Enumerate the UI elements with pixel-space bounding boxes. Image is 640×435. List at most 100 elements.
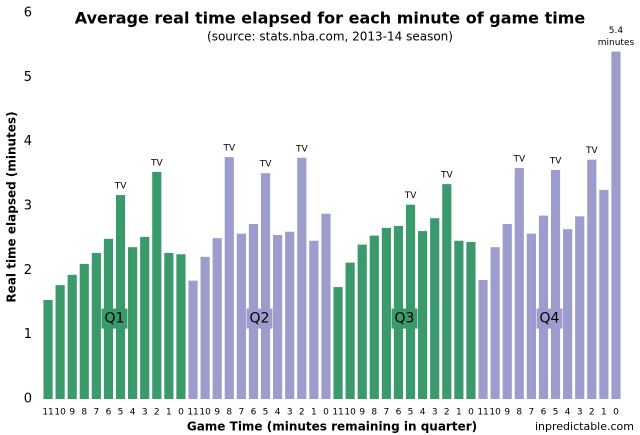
quarter-label: Q3: [395, 311, 415, 327]
x-tick-label: 8: [371, 408, 377, 418]
bar: [309, 240, 319, 399]
annotation: TV: [150, 158, 163, 168]
x-tick-label: 3: [577, 408, 583, 418]
annotation: TV: [259, 160, 272, 170]
bar: [200, 256, 210, 399]
x-tick-label: 6: [396, 408, 402, 418]
annotation: TV: [512, 155, 525, 165]
bar: [79, 263, 89, 399]
bar: [152, 171, 162, 399]
x-tick-label: 4: [130, 408, 136, 418]
bar: [128, 247, 138, 399]
x-tick-label: 8: [516, 408, 522, 418]
x-tick-label: 1: [166, 408, 172, 418]
bar: [140, 236, 150, 399]
quarter-label-box: [246, 308, 273, 329]
chart-subtitle: (source: stats.nba.com, 2013-14 season): [207, 30, 453, 44]
quarter-label-box: [391, 308, 418, 329]
bar: [454, 240, 464, 399]
bar: [369, 235, 379, 399]
y-tick-label: 3: [24, 199, 32, 214]
bar: [224, 157, 234, 399]
y-tick-label: 5: [24, 70, 32, 85]
quarter-label: Q4: [540, 311, 560, 327]
x-tick-label: 0: [178, 408, 184, 418]
bar: [212, 238, 222, 399]
x-tick-label: 5: [118, 408, 124, 418]
x-tick-label: 7: [384, 408, 390, 418]
bar: [381, 227, 391, 399]
x-tick-label: 2: [299, 408, 305, 418]
bar: [466, 242, 476, 399]
x-tick-label: 5: [408, 408, 414, 418]
x-tick-label: 0: [613, 408, 619, 418]
source-note: inpredictable.com: [535, 420, 634, 433]
bar: [43, 299, 53, 399]
annotation: TV: [585, 146, 598, 156]
x-tick-label: 1: [601, 408, 607, 418]
bar: [357, 244, 367, 399]
x-tick-label: 6: [541, 408, 547, 418]
y-tick-label: 0: [24, 392, 32, 407]
bar: [176, 254, 186, 399]
x-tick-label: 4: [565, 408, 571, 418]
x-tick-label: 8: [226, 408, 232, 418]
x-tick-label: 4: [420, 408, 426, 418]
bar: [55, 285, 65, 399]
x-tick-label: 10: [489, 408, 501, 418]
bar: [490, 247, 500, 399]
x-tick-label: 5: [553, 408, 559, 418]
bar: [442, 184, 452, 399]
x-tick-label: 2: [154, 408, 160, 418]
chart-title: Average real time elapsed for each minut…: [75, 9, 586, 28]
x-tick-label: 3: [142, 408, 148, 418]
x-tick-label: 1: [456, 408, 462, 418]
bar: [575, 216, 585, 399]
x-tick-label: 1: [311, 408, 317, 418]
bar: [405, 204, 416, 399]
y-tick-label: 6: [24, 6, 32, 21]
y-tick-label: 4: [24, 134, 32, 149]
x-tick-label: 9: [359, 408, 365, 418]
y-axis-label: Real time elapsed (minutes): [5, 111, 19, 302]
annotation: TV: [222, 144, 235, 154]
bar: [333, 287, 343, 399]
x-tick-label: 10: [199, 408, 211, 418]
x-tick-label: 7: [529, 408, 535, 418]
bar: [514, 168, 524, 399]
bar: [418, 231, 428, 399]
x-tick-label: 0: [323, 408, 329, 418]
bar: [563, 229, 573, 399]
y-tick-label: 2: [24, 263, 32, 278]
x-tick-label: 2: [444, 408, 450, 418]
x-tick-label: 5: [263, 408, 269, 418]
bar: [260, 173, 271, 399]
x-tick-label: 11: [42, 408, 53, 418]
quarter-label: Q2: [250, 311, 270, 327]
bar: [502, 224, 512, 399]
bar: [297, 157, 307, 399]
annotation: minutes: [598, 38, 635, 48]
x-axis-label: Game Time (minutes remaining in quarter): [187, 420, 477, 434]
x-tick-label: 8: [81, 408, 87, 418]
x-tick-label: 7: [239, 408, 245, 418]
bar: [285, 231, 295, 399]
bar: [91, 252, 101, 399]
x-tick-label: 6: [106, 408, 112, 418]
x-tick-label: 11: [477, 408, 488, 418]
x-tick-label: 3: [432, 408, 438, 418]
x-tick-label: 0: [468, 408, 474, 418]
quarter-label-box: [101, 308, 128, 329]
x-tick-label: 10: [54, 408, 66, 418]
x-tick-label: 11: [332, 408, 343, 418]
x-tick-label: 9: [69, 408, 75, 418]
annotation: TV: [440, 171, 453, 181]
x-tick-label: 3: [287, 408, 293, 418]
bar: [587, 159, 597, 399]
bar: [321, 213, 331, 399]
bar: [164, 252, 174, 399]
bar: [430, 218, 440, 399]
annotation: 5.4: [609, 26, 624, 36]
x-tick-label: 7: [94, 408, 100, 418]
